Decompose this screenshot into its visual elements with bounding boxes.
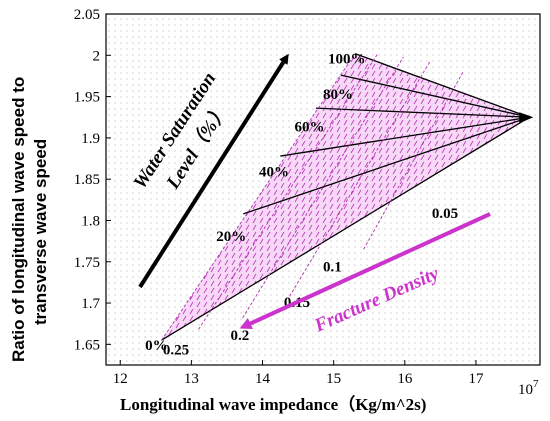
x-tick-label: 16 [397,371,413,387]
saturation-line [354,53,530,118]
saturation-line [243,116,530,215]
saturation-label: 20% [216,229,246,245]
saturation-arrow [138,53,289,289]
density-line [161,53,356,341]
y-tick-label: 2.05 [74,7,100,23]
density-label: 0.1 [323,260,342,276]
fracture-arrow [239,212,491,329]
y-axis-label-line1: Ratio of longitudinal wave speed to [9,77,28,362]
x-exponent-power: 7 [533,378,539,390]
pole-marker [519,112,534,124]
y-tick-label: 1.85 [74,172,100,188]
density-label: 0.25 [163,342,189,358]
saturation-label: 100% [328,52,366,68]
density-label: 0.05 [432,206,458,222]
x-axis: 12 13 14 15 16 17 [113,360,484,387]
saturation-label: 60% [295,119,325,135]
x-tick-label: 14 [255,371,271,387]
fill-region [161,53,530,341]
y-tick-label: 1.95 [74,90,100,106]
y-tick-label: 1.7 [81,296,100,312]
plot-frame [105,13,541,366]
y-axis-label-line2: transverse wave speed [31,139,50,325]
saturation-line [161,116,530,341]
x-tick-label: 17 [468,371,484,387]
y-axis: 1.65 1.7 1.75 1.8 1.85 1.9 1.95 2 2.05 [74,7,111,353]
x-exponent-base: 10 [518,382,533,398]
saturation-line [340,74,530,118]
saturation-line [280,116,530,157]
density-line [242,56,404,319]
chart-lines [161,53,534,341]
x-tick-label: 12 [113,371,128,387]
saturation-label: 0% [145,338,168,354]
y-tick-label: 1.8 [81,213,100,229]
x-exponent: 107 [518,378,539,398]
fill-area [161,53,530,341]
saturation-label: 40% [259,165,289,181]
x-tick-label: 15 [326,371,341,387]
y-tick-label: 1.75 [74,255,100,271]
density-label: 0.2 [231,328,250,344]
saturation-label: 80% [323,87,353,103]
x-axis-label: Longitudinal wave impedance（Kg/m^2s) [120,394,426,414]
density-line [289,61,431,297]
density-line [363,71,464,250]
y-tick-label: 2 [93,48,101,64]
y-tick-label: 1.9 [81,131,100,147]
x-tick-label: 13 [184,371,199,387]
y-tick-label: 1.65 [74,337,100,353]
saturation-line [315,107,530,118]
